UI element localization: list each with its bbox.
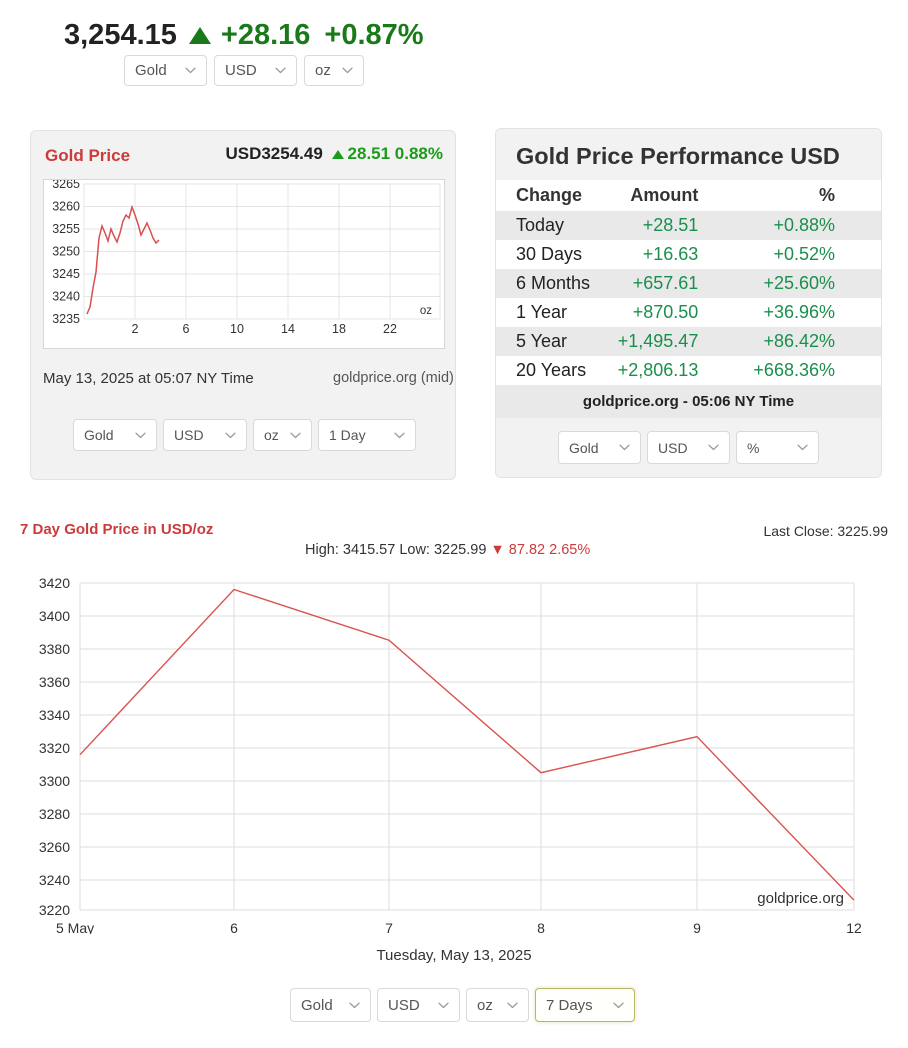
svg-text:5 May: 5 May	[56, 920, 94, 934]
svg-text:10: 10	[230, 322, 244, 336]
svg-text:2: 2	[132, 322, 139, 336]
svg-text:3245: 3245	[52, 267, 80, 281]
svg-text:12: 12	[846, 920, 862, 934]
svg-text:3380: 3380	[39, 641, 70, 657]
svg-text:3250: 3250	[52, 245, 80, 259]
svg-text:3260: 3260	[39, 839, 70, 855]
svg-text:oz: oz	[420, 305, 432, 317]
svg-text:3220: 3220	[39, 902, 70, 918]
svg-text:3340: 3340	[39, 707, 70, 723]
svg-text:3420: 3420	[39, 575, 70, 591]
svg-text:goldprice.org: goldprice.org	[757, 890, 844, 907]
svg-text:3235: 3235	[52, 312, 80, 326]
svg-text:7: 7	[385, 920, 393, 934]
svg-text:3280: 3280	[39, 806, 70, 822]
svg-text:6: 6	[230, 920, 238, 934]
svg-text:9: 9	[693, 920, 701, 934]
svg-text:3360: 3360	[39, 674, 70, 690]
svg-text:3255: 3255	[52, 222, 80, 236]
svg-text:3240: 3240	[39, 872, 70, 888]
svg-text:14: 14	[281, 322, 295, 336]
svg-text:3300: 3300	[39, 773, 70, 789]
svg-text:8: 8	[537, 920, 545, 934]
svg-text:3265: 3265	[52, 180, 80, 191]
svg-text:3320: 3320	[39, 740, 70, 756]
svg-text:18: 18	[332, 322, 346, 336]
svg-text:3260: 3260	[52, 200, 80, 214]
svg-text:3240: 3240	[52, 290, 80, 304]
svg-text:6: 6	[183, 322, 190, 336]
svg-text:22: 22	[383, 322, 397, 336]
svg-text:3400: 3400	[39, 608, 70, 624]
